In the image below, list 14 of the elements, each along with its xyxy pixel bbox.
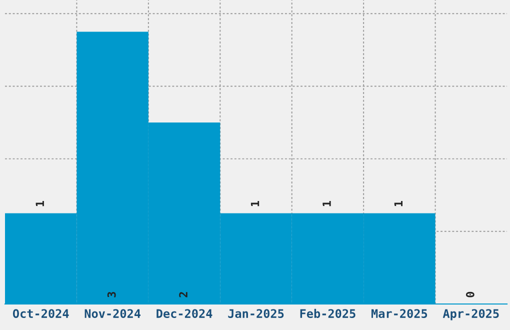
data-label: 1 [250,201,260,206]
data-label: 1 [322,201,331,206]
x-tick-label: Apr-2025 [442,309,499,320]
data-label: 1 [394,201,402,206]
x-tick-label: Feb-2025 [300,308,356,318]
x-tick-label: Nov-2024 [84,309,140,318]
data-label: 3 [107,292,116,298]
x-tick-label: Mar-2025 [371,309,428,318]
data-label: 0 [466,292,474,298]
x-tick-label: Jan-2025 [228,309,284,318]
x-tick-label: Dec-2024 [156,309,212,318]
x-tick-label: Oct-2024 [12,309,69,318]
data-label: 2 [179,292,188,298]
data-label: 1 [36,201,44,206]
